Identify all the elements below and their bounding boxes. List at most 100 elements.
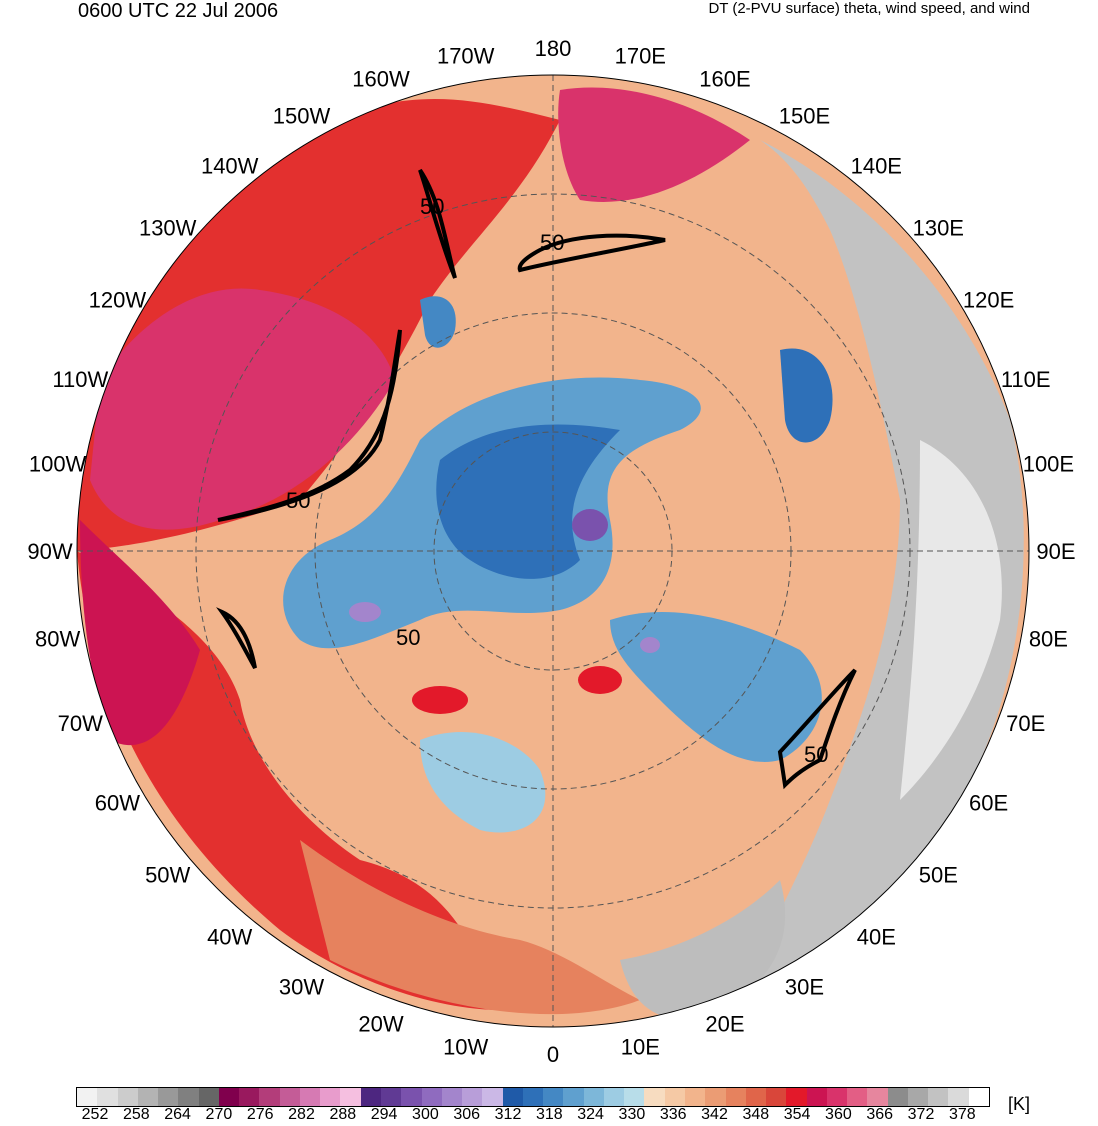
colorbar-cell xyxy=(380,1088,402,1106)
colorbar-cell xyxy=(907,1088,929,1106)
longitude-label: 160W xyxy=(352,66,410,91)
colorbar-cell xyxy=(137,1088,159,1106)
longitude-label: 40W xyxy=(207,924,252,949)
contour-label: 50 xyxy=(420,194,444,219)
longitude-label: 140E xyxy=(851,154,902,179)
longitude-label: 20E xyxy=(705,1012,744,1037)
colorbar-tick-label: 372 xyxy=(907,1106,935,1123)
colorbar-tick-label: 312 xyxy=(494,1106,522,1123)
longitude-label: 180 xyxy=(535,36,572,61)
longitude-label: 80E xyxy=(1029,626,1068,651)
colorbar-cell xyxy=(786,1088,807,1106)
colorbar-tick-label: 258 xyxy=(122,1106,150,1123)
colorbar-cell xyxy=(948,1088,969,1106)
contour-label: 50 xyxy=(540,230,564,255)
longitude-label: 0 xyxy=(547,1042,559,1067)
colorbar-cell xyxy=(745,1088,767,1106)
colorbar-tick-label: 294 xyxy=(370,1106,398,1123)
colorbar-tick-label: 282 xyxy=(288,1106,315,1123)
longitude-labels: 180 170E 160E 150E 140E 130E 120E 110E 100E 90E 80… xyxy=(27,36,1075,1067)
colorbar-cell xyxy=(968,1088,989,1106)
longitude-label: 140W xyxy=(201,154,259,179)
colorbar-cell xyxy=(259,1088,280,1106)
longitude-label: 130E xyxy=(913,216,964,241)
colorbar-cell xyxy=(279,1088,300,1106)
colorbar-cell xyxy=(401,1088,422,1106)
colorbar-cell xyxy=(320,1088,341,1106)
wind-speed-contours xyxy=(216,168,857,790)
longitude-label: 70W xyxy=(58,711,103,736)
colorbar-cell xyxy=(421,1088,442,1106)
colorbar-cell xyxy=(340,1088,361,1106)
longitude-label: 170W xyxy=(437,44,495,69)
longitude-label: 30W xyxy=(279,975,324,1000)
colorbar-cell xyxy=(826,1088,848,1106)
colorbar-tick-label: 324 xyxy=(577,1106,604,1123)
longitude-label: 20W xyxy=(358,1012,403,1037)
colorbar-tick-label: 270 xyxy=(205,1106,233,1123)
colorbar-cell xyxy=(198,1088,219,1106)
colorbar-cell xyxy=(441,1088,463,1106)
longitude-label: 110W xyxy=(52,367,108,392)
colorbar-cell xyxy=(462,1088,483,1106)
colorbar-cell xyxy=(603,1088,625,1106)
colorbar-cell xyxy=(543,1088,564,1106)
contour-label: 50 xyxy=(286,488,310,513)
colorbar-cell xyxy=(664,1088,685,1106)
colorbar-cell xyxy=(97,1088,118,1106)
colorbar-cell xyxy=(887,1088,908,1106)
colorbar-cell xyxy=(563,1088,584,1106)
colorbar-tick-label: 330 xyxy=(618,1106,646,1123)
longitude-label: 60E xyxy=(969,791,1008,816)
colorbar-cell xyxy=(117,1088,138,1106)
longitude-label: 80W xyxy=(35,626,80,651)
colorbar-cell xyxy=(502,1088,523,1106)
longitude-label: 10W xyxy=(443,1034,488,1059)
longitude-label: 60W xyxy=(95,791,140,816)
longitude-label: 90E xyxy=(1036,539,1075,564)
longitude-label: 150E xyxy=(779,103,830,128)
colorbar-tick-label: 336 xyxy=(659,1106,687,1123)
colorbar-cell xyxy=(218,1088,240,1106)
colorbar-cell xyxy=(867,1088,888,1106)
colorbar-units: [K] xyxy=(1008,1094,1031,1114)
product-title: DT (2-PVU surface) theta, wind speed, an… xyxy=(708,0,1030,17)
longitude-label: 70E xyxy=(1006,711,1045,736)
colorbar-cell xyxy=(239,1088,260,1106)
longitude-label: 110E xyxy=(1001,367,1051,392)
colorbar-cell xyxy=(928,1088,949,1106)
longitude-label: 100E xyxy=(1023,452,1074,477)
longitude-label: 50E xyxy=(919,862,958,887)
colorbar-cell xyxy=(522,1088,544,1106)
colorbar xyxy=(76,1087,990,1107)
colorbar-cell xyxy=(847,1088,868,1106)
colorbar-tick-label: 366 xyxy=(866,1106,894,1123)
colorbar-cell xyxy=(624,1088,645,1106)
colorbar-tick-label: 300 xyxy=(412,1106,439,1123)
colorbar-cell xyxy=(299,1088,321,1106)
colorbar-cell xyxy=(482,1088,503,1106)
colorbar-tick-label: 264 xyxy=(164,1106,191,1123)
longitude-label: 50W xyxy=(145,862,190,887)
colorbar-cell xyxy=(684,1088,706,1106)
colorbar-cell xyxy=(725,1088,746,1106)
colorbar-cell xyxy=(178,1088,199,1106)
colorbar-tick-label: 348 xyxy=(742,1106,770,1123)
contour-label: 50 xyxy=(804,742,828,767)
colorbar-cell xyxy=(766,1088,787,1106)
colorbar-cell xyxy=(806,1088,827,1106)
colorbar-tick-label: 378 xyxy=(948,1106,976,1123)
colorbar-cell xyxy=(705,1088,726,1106)
colorbar-tick-label: 276 xyxy=(246,1106,274,1123)
colorbar-cell xyxy=(583,1088,604,1106)
longitude-label: 10E xyxy=(621,1034,660,1059)
map-boundary xyxy=(76,74,1030,1028)
longitude-label: 160E xyxy=(699,66,750,91)
colorbar-tick-label: 354 xyxy=(783,1106,811,1123)
colorbar-tick-label: 318 xyxy=(535,1106,563,1123)
graticule xyxy=(77,75,1029,1027)
valid-time-title: 0600 UTC 22 Jul 2006 xyxy=(78,0,279,22)
longitude-label: 130W xyxy=(139,216,197,241)
polar-map: 50 50 50 50 50 180 170E 160E 150E 140E 130E 12… xyxy=(27,36,1075,1067)
longitude-label: 120E xyxy=(963,288,1014,313)
